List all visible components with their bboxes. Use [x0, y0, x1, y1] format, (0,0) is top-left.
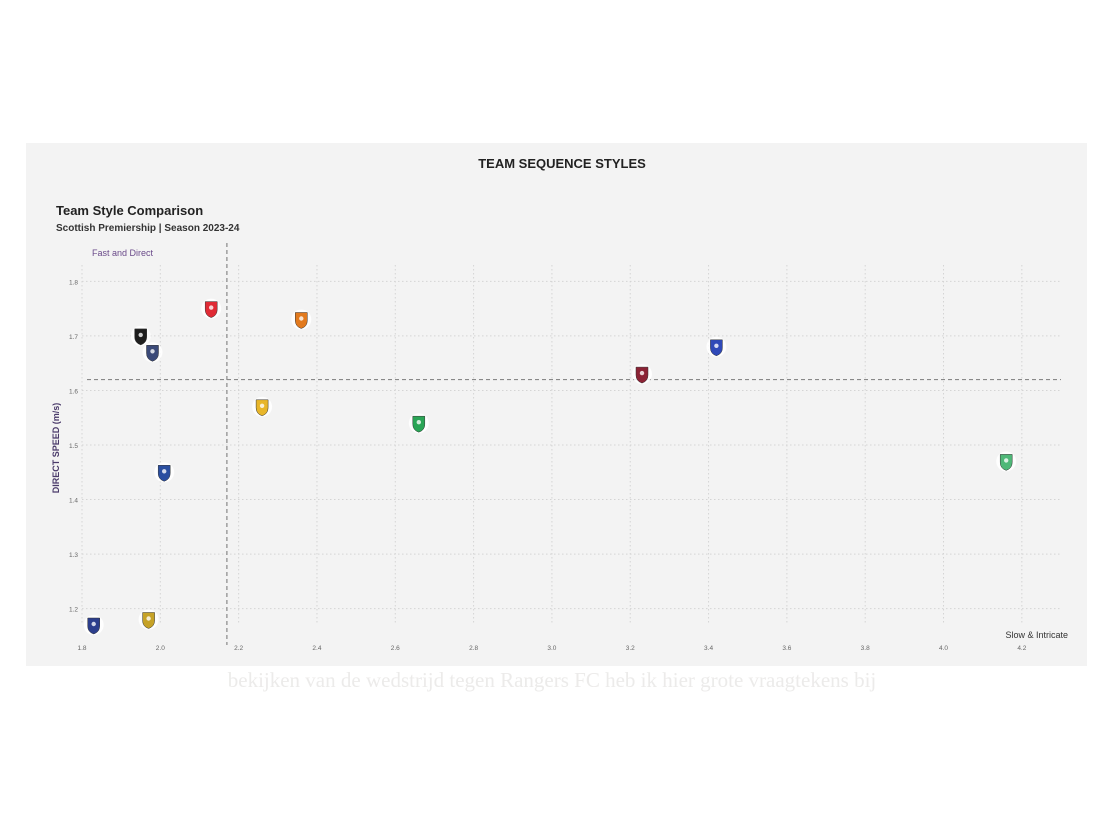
x-tick-label: 2.8: [469, 645, 478, 652]
data-point-11: [996, 451, 1017, 472]
y-tick-label: 1.6: [69, 388, 78, 395]
y-tick-label: 1.5: [69, 443, 78, 450]
x-ticks: 1.8 2.0 2.2 2.4 2.6 2.8 3.0 3.2 3.4 3.6 3.8 4.0 4.2: [77, 645, 1026, 652]
data-point-3: [142, 342, 163, 363]
x-tick-label: 2.6: [391, 645, 400, 652]
y-tick-label: 1.3: [69, 552, 78, 559]
reference-lines: [87, 243, 1061, 645]
data-point-1: [138, 609, 159, 630]
quadrant-label-slow-intricate: Slow & Intricate: [1005, 630, 1068, 640]
y-tick-label: 1.4: [69, 498, 78, 505]
x-tick-label: 3.8: [861, 645, 870, 652]
data-point-10: [706, 336, 727, 357]
data-point-6: [252, 396, 273, 417]
x-tick-label: 2.4: [312, 645, 321, 652]
data-point-0: [83, 615, 104, 635]
figure-title: TEAM SEQUENCE STYLES: [478, 156, 646, 171]
x-tick-label: 3.4: [704, 645, 713, 652]
y-tick-label: 1.8: [69, 279, 78, 286]
data-point-9: [632, 364, 652, 385]
quadrant-label-fast-direct: Fast and Direct: [92, 248, 154, 258]
x-tick-label: 2.2: [234, 645, 243, 652]
x-tick-label: 3.6: [782, 645, 791, 652]
y-tick-label: 1.7: [69, 334, 78, 341]
grid: [81, 265, 1061, 625]
caption-text: bekijken van de wedstrijd tegen Rangers …: [227, 668, 877, 692]
x-tick-label: 4.0: [939, 645, 948, 652]
team-points: [83, 298, 1017, 635]
x-tick-label: 3.2: [626, 645, 635, 652]
data-point-7: [291, 309, 312, 330]
data-point-4: [154, 462, 175, 483]
x-tick-label: 4.2: [1017, 645, 1026, 652]
x-tick-label: 3.0: [547, 645, 556, 652]
y-tick-label: 1.2: [69, 607, 78, 614]
x-tick-label: 2.0: [156, 645, 165, 652]
chart-panel: TEAM SEQUENCE STYLES Team Style Comparis…: [26, 143, 1087, 666]
data-point-5: [201, 298, 222, 319]
y-axis-label: DIRECT SPEED (m/s): [51, 403, 61, 494]
y-ticks: 1.2 1.3 1.4 1.5 1.6 1.7 1.8: [69, 279, 78, 613]
data-point-2: [130, 325, 151, 346]
chart-title: Team Style Comparison: [56, 203, 203, 218]
x-tick-label: 1.8: [77, 645, 86, 652]
data-point-8: [408, 413, 429, 434]
chart-subtitle: Scottish Premiership | Season 2023-24: [56, 223, 240, 234]
scatter-chart: TEAM SEQUENCE STYLES Team Style Comparis…: [51, 156, 1068, 652]
